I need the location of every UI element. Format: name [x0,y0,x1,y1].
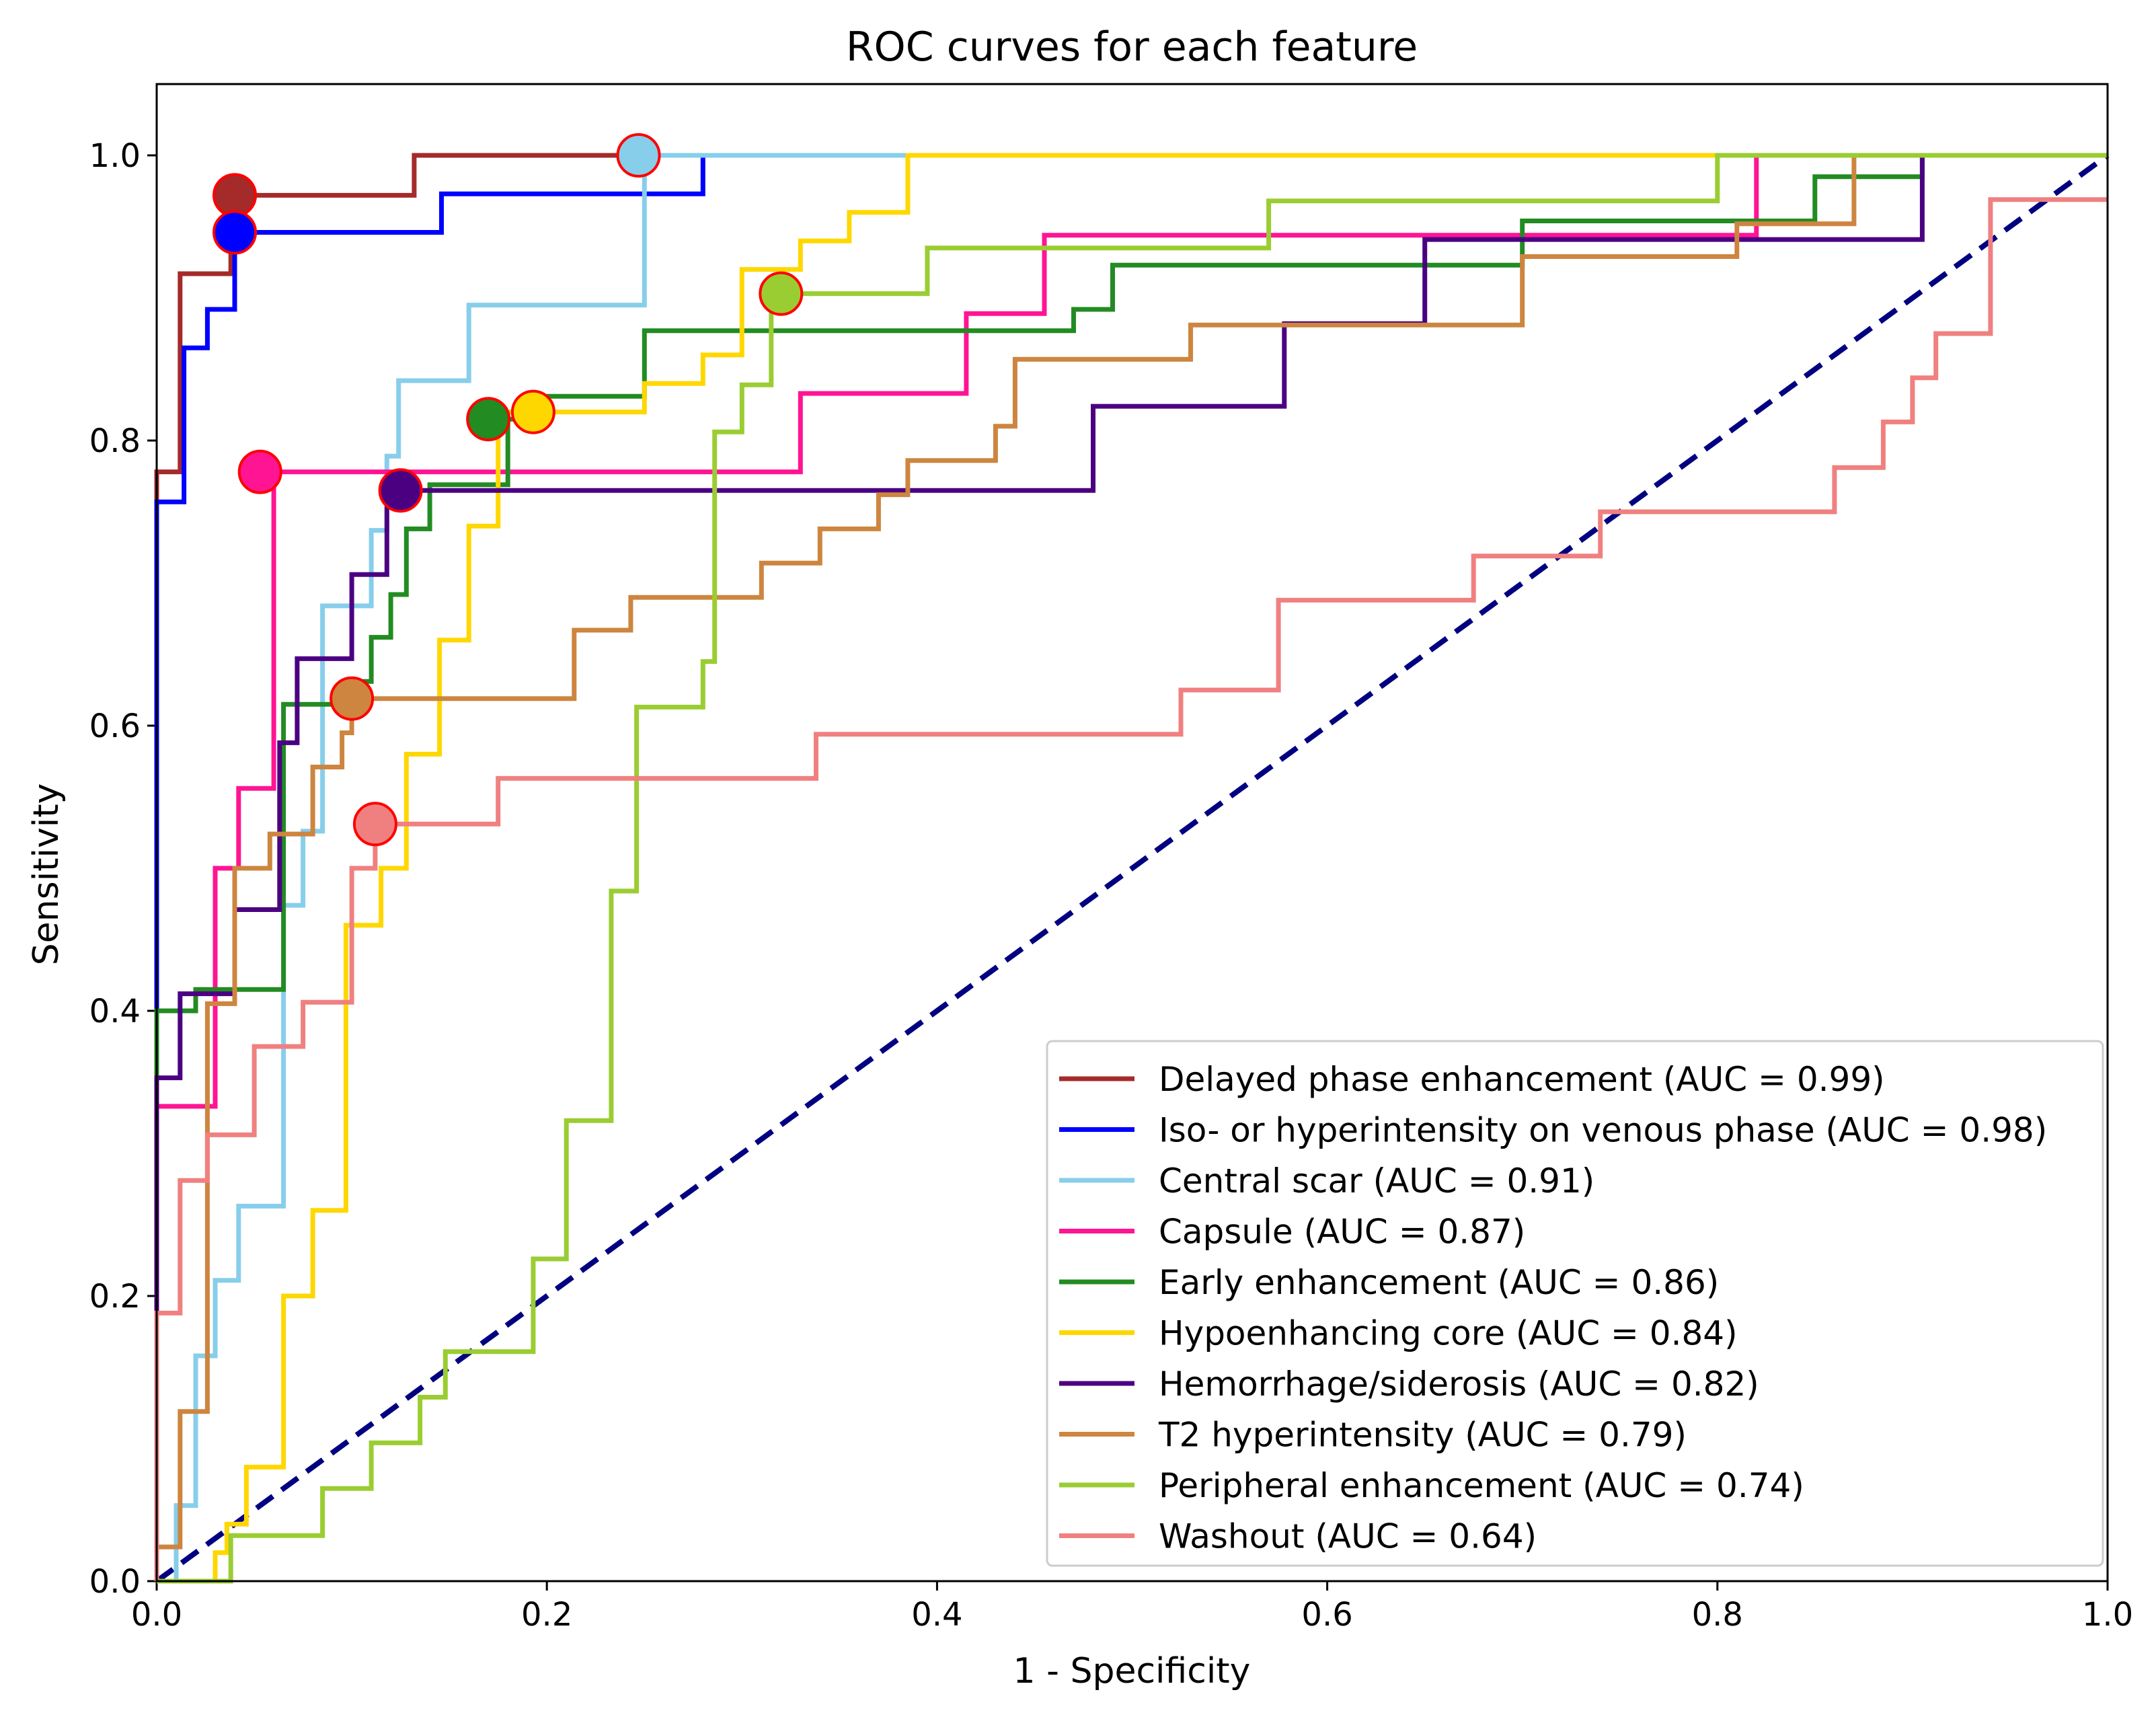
axes-frame [155,83,2109,1582]
x-tick-label: 1.0 [2082,1596,2133,1634]
plot-area [154,133,2110,1584]
legend-entry-label-7: Hemorrhage/siderosis (AUC = 0.82) [1159,1365,1759,1404]
legend-entry-label-3: Central scar (AUC = 0.91) [1159,1161,1594,1200]
roc-series-line-10 [154,197,2108,1581]
optimal-point-marker-8 [330,676,375,721]
legend-entry-label-1: Delayed phase enhancement (AUC = 0.99) [1159,1060,1885,1099]
y-tick-label: 0.6 [89,708,141,745]
legend-entry-label-4: Capsule (AUC = 0.87) [1159,1213,1525,1252]
roc-series-line-3 [157,153,2108,1584]
roc-series-line-4 [154,153,2108,1581]
optimal-point-marker-10 [352,802,397,847]
x-axis-label: 1 - Specificity [1013,1651,1251,1691]
roc-series-line-8 [154,153,2108,1581]
optimal-point-marker-7 [378,468,423,513]
legend-entry-label-10: Washout (AUC = 0.64) [1159,1517,1537,1556]
optimal-point-marker-2 [213,210,258,255]
legend-entry-label-9: Peripheral enhancement (AUC = 0.74) [1159,1466,1804,1505]
roc-series-line-1 [154,153,2108,1581]
chance-reference-line [155,153,2110,1584]
x-tick-label: 0.2 [521,1596,572,1634]
y-tick-label: 0.2 [89,1278,141,1315]
legend-entry-label-5: Early enhancement (AUC = 0.86) [1159,1263,1719,1302]
roc-series-line-5 [154,153,2108,1581]
optimal-point-marker-4 [237,449,282,494]
legend-entry-label-8: T2 hyperintensity (AUC = 0.79) [1158,1416,1687,1455]
x-tick-label: 0.6 [1301,1596,1352,1634]
y-axis-label: Sensitivity [26,784,67,966]
roc-series-line-9 [157,153,2108,1584]
optimal-point-marker-1 [213,173,258,218]
roc-series-line-2 [154,153,2108,1581]
x-tick-label: 0.8 [1692,1596,1743,1634]
optimal-point-marker-9 [759,271,804,316]
legend-entry-label-6: Hypoenhancing core (AUC = 0.84) [1159,1314,1738,1353]
x-tick-label: 0.0 [131,1596,182,1634]
optimal-point-marker-3 [616,133,661,178]
legend-entry-label-2: Iso- or hyperintensity on venous phase (… [1159,1111,2047,1150]
y-tick-label: 0.0 [89,1563,141,1601]
y-tick-label: 0.8 [89,422,141,460]
optimal-point-marker-5 [466,397,511,442]
y-tick-label: 1.0 [89,137,141,175]
optimal-point-marker-6 [510,389,555,434]
x-tick-label: 0.4 [911,1596,962,1634]
legend: Delayed phase enhancement (AUC = 0.99) Is… [1046,1040,2104,1567]
axis-ticks: 0.0 0.2 0.4 0.6 0.8 1.0 0.0 0.2 0.4 0.6 0.8 1.0 [89,137,2134,1634]
legend-box [1046,1040,2104,1567]
chart-title: ROC curves for each feature [846,24,1418,71]
roc-series-line-6 [157,153,2108,1584]
y-tick-label: 0.4 [89,993,141,1030]
